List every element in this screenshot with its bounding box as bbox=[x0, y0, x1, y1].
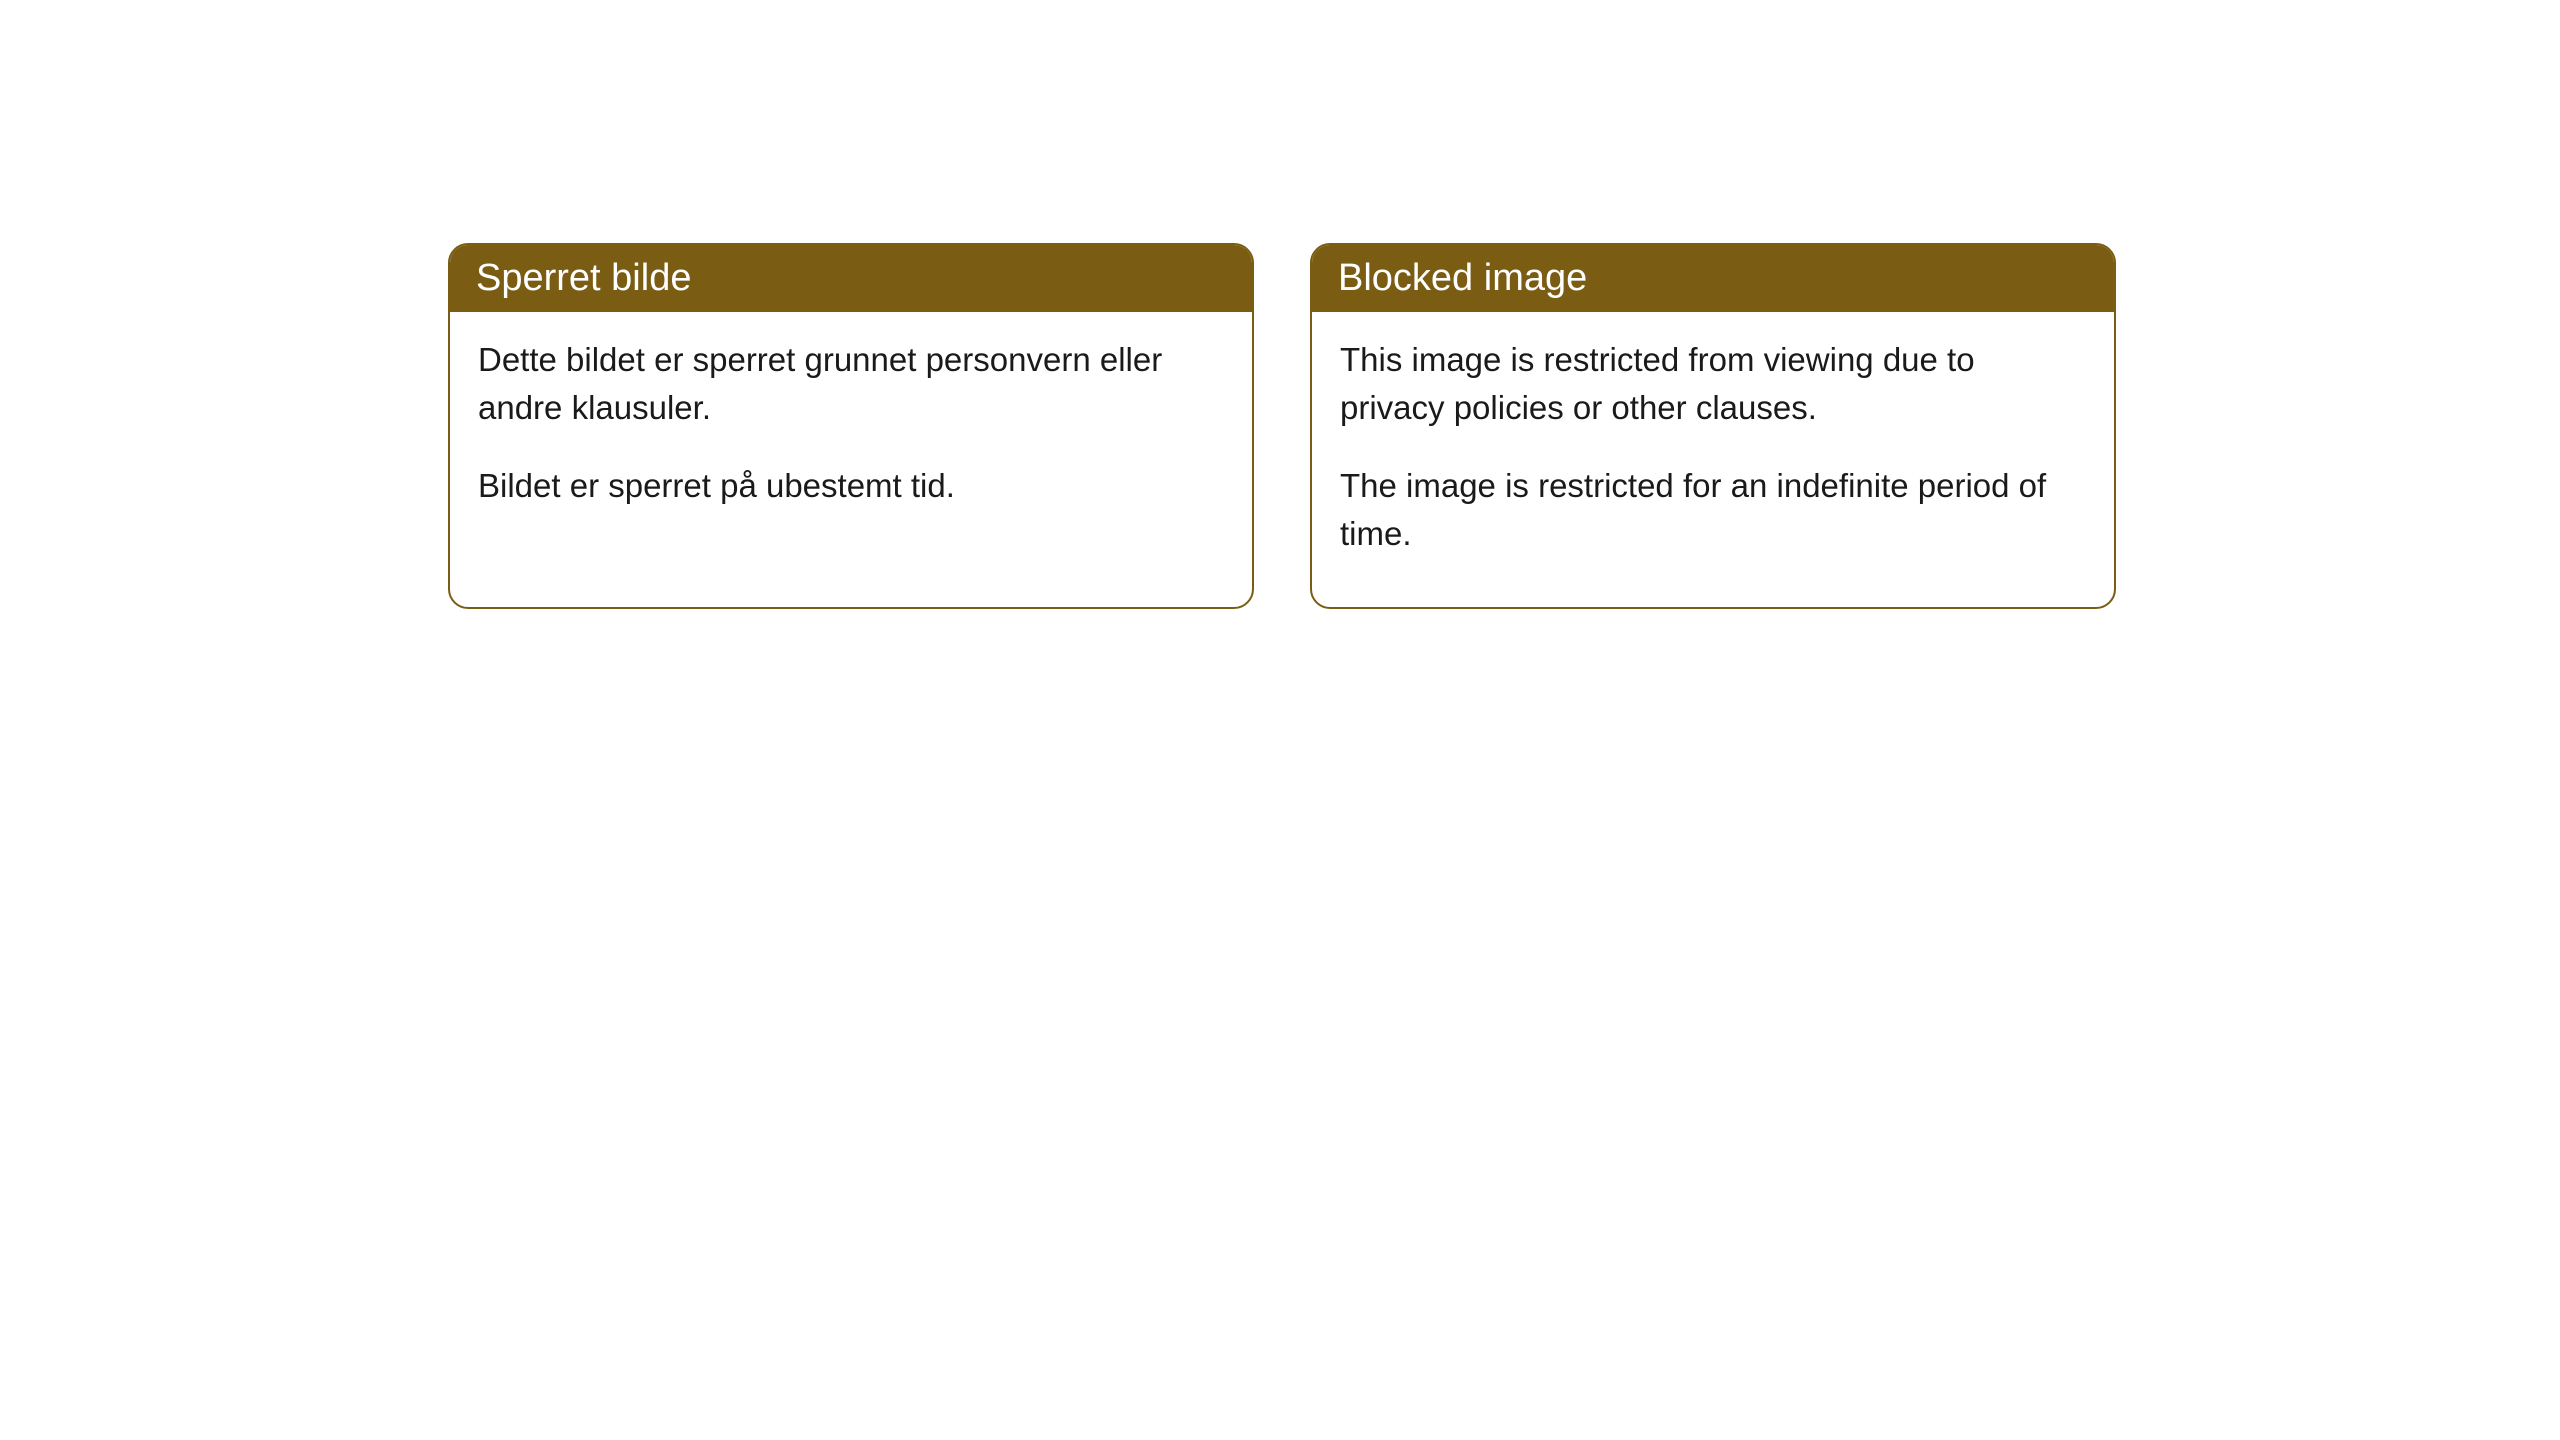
notice-cards-container: Sperret bilde Dette bildet er sperret gr… bbox=[0, 0, 2560, 609]
card-paragraph-1: This image is restricted from viewing du… bbox=[1340, 336, 2086, 432]
blocked-image-card-english: Blocked image This image is restricted f… bbox=[1310, 243, 2116, 609]
card-paragraph-2: The image is restricted for an indefinit… bbox=[1340, 462, 2086, 558]
card-body: This image is restricted from viewing du… bbox=[1312, 312, 2114, 607]
card-title: Blocked image bbox=[1338, 257, 1587, 299]
card-paragraph-1: Dette bildet er sperret grunnet personve… bbox=[478, 336, 1224, 432]
card-header: Sperret bilde bbox=[450, 245, 1252, 312]
card-header: Blocked image bbox=[1312, 245, 2114, 312]
blocked-image-card-norwegian: Sperret bilde Dette bildet er sperret gr… bbox=[448, 243, 1254, 609]
card-title: Sperret bilde bbox=[476, 257, 691, 299]
card-paragraph-2: Bildet er sperret på ubestemt tid. bbox=[478, 462, 1224, 510]
card-body: Dette bildet er sperret grunnet personve… bbox=[450, 312, 1252, 560]
